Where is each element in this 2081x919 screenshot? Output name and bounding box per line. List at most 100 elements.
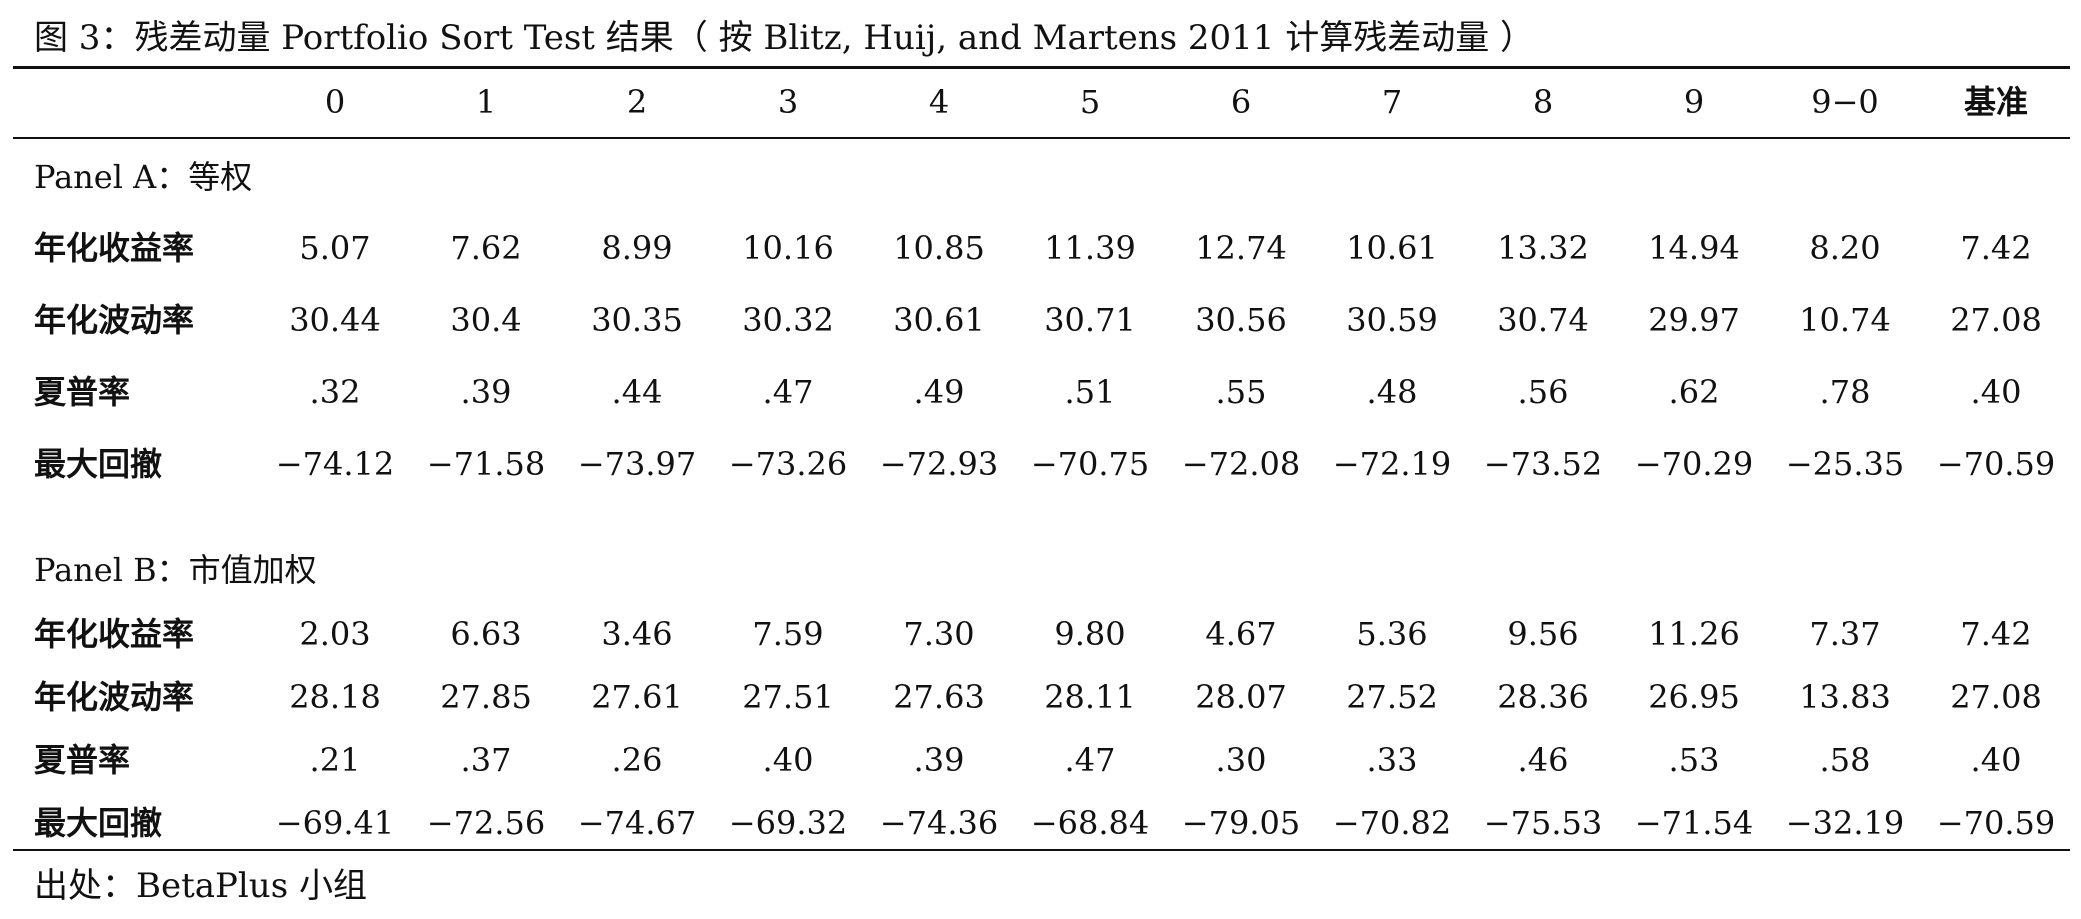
panel-title: Panel A：等权 [34,158,253,196]
table-cell: 13.32 [1497,229,1589,267]
column-header: 4 [928,83,950,121]
table-cell: 27.51 [742,678,834,716]
table-cell: .49 [913,373,965,411]
table-cell: −74.12 [275,445,395,483]
table-cell: .40 [1970,741,2022,779]
table-cell: .58 [1819,741,1871,779]
table-cell: −70.29 [1634,445,1754,483]
table-cell: 30.32 [742,301,834,339]
row-label: 最大回撤 [34,445,163,483]
table-cell: .48 [1366,373,1418,411]
table-cell: 7.42 [1960,615,2032,653]
table-cell: 5.36 [1356,615,1428,653]
table-cell: 7.37 [1809,615,1881,653]
table-cell: 6.63 [450,615,522,653]
table-cell: .44 [611,373,663,411]
table-cell: .33 [1366,741,1418,779]
table-cell: −73.97 [577,445,697,483]
row-label: 最大回撤 [34,804,163,842]
table-cell: −71.58 [426,445,546,483]
table-cell: −72.19 [1332,445,1452,483]
column-header: 9 [1683,83,1705,121]
panel-title: Panel B：市值加权 [34,551,317,589]
table-cell: .55 [1215,373,1267,411]
table-cell: 9.80 [1054,615,1126,653]
table-cell: 13.83 [1799,678,1891,716]
table-cell: −71.54 [1634,804,1754,842]
table-cell: 28.18 [289,678,381,716]
table-cell: 7.62 [450,229,522,267]
table-cell: 9.56 [1507,615,1579,653]
table-cell: .26 [611,741,663,779]
table-cell: 14.94 [1648,229,1740,267]
table-cell: 28.07 [1195,678,1287,716]
table-cell: −73.26 [728,445,848,483]
table-cell: .30 [1215,741,1267,779]
top-rule [13,66,2070,69]
table-cell: .40 [762,741,814,779]
table-cell: 27.63 [893,678,985,716]
table-cell: 28.11 [1044,678,1136,716]
table-cell: 4.67 [1205,615,1277,653]
header-rule [13,137,2070,139]
table-cell: 30.74 [1497,301,1589,339]
table-cell: .21 [309,741,361,779]
table-cell: 5.07 [299,229,371,267]
table-cell: 10.74 [1799,301,1891,339]
table-cell: −79.05 [1181,804,1301,842]
table-cell: 27.08 [1950,678,2042,716]
column-header: 5 [1079,83,1101,121]
table-title: 图 3：残差动量 Portfolio Sort Test 结果（ 按 Blitz… [34,18,1535,58]
table-cell: −73.52 [1483,445,1603,483]
table-cell: 30.56 [1195,301,1287,339]
column-header: 6 [1230,83,1252,121]
table-cell: 2.03 [299,615,371,653]
table-cell: −68.84 [1030,804,1150,842]
row-label: 年化波动率 [34,678,195,716]
table-cell: 27.08 [1950,301,2042,339]
table-cell: 27.61 [591,678,683,716]
table-cell: .39 [913,741,965,779]
table-cell: .37 [460,741,512,779]
table-cell: 30.44 [289,301,381,339]
column-header: 1 [475,83,497,121]
table-cell: −70.59 [1936,445,2056,483]
table-cell: 7.30 [903,615,975,653]
table-cell: 10.61 [1346,229,1438,267]
bottom-rule [13,849,2070,851]
table-cell: .53 [1668,741,1720,779]
table-cell: 8.99 [601,229,673,267]
table-cell: 28.36 [1497,678,1589,716]
table-cell: 30.59 [1346,301,1438,339]
column-header: 9−0 [1811,83,1879,121]
table-cell: −70.59 [1936,804,2056,842]
table-cell: .46 [1517,741,1569,779]
column-header: 2 [626,83,648,121]
source-note: 出处：BetaPlus 小组 [34,866,367,906]
table-cell: 7.42 [1960,229,2032,267]
table-cell: .56 [1517,373,1569,411]
table-cell: .51 [1064,373,1116,411]
row-label: 夏普率 [34,741,131,779]
table-cell: −74.67 [577,804,697,842]
table-cell: .62 [1668,373,1720,411]
table-cell: −69.32 [728,804,848,842]
table-cell: .47 [1064,741,1116,779]
table-cell: 11.26 [1648,615,1740,653]
table-cell: 30.71 [1044,301,1136,339]
row-label: 年化收益率 [34,615,195,653]
column-header: 3 [777,83,799,121]
table-cell: .40 [1970,373,2022,411]
table-cell: 30.4 [450,301,522,339]
table-cell: −72.56 [426,804,546,842]
table-cell: 10.16 [742,229,834,267]
table-cell: −72.08 [1181,445,1301,483]
column-header: 7 [1381,83,1403,121]
table-cell: −69.41 [275,804,395,842]
row-label: 年化波动率 [34,301,195,339]
column-header: 8 [1532,83,1554,121]
row-label: 年化收益率 [34,229,195,267]
table-cell: 30.35 [591,301,683,339]
table-cell: .39 [460,373,512,411]
column-header: 0 [324,83,346,121]
